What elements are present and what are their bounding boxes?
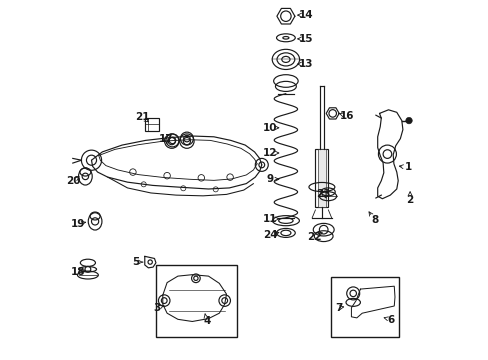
Text: 9: 9 xyxy=(266,174,273,184)
Circle shape xyxy=(405,117,411,124)
Bar xyxy=(317,149,325,207)
Bar xyxy=(156,265,237,337)
Text: 21: 21 xyxy=(134,112,149,122)
Text: 13: 13 xyxy=(299,59,313,69)
Bar xyxy=(315,149,328,207)
Bar xyxy=(144,118,159,131)
Text: 20: 20 xyxy=(66,176,81,186)
Text: 15: 15 xyxy=(299,34,313,44)
Text: 5: 5 xyxy=(132,257,139,267)
Text: 16: 16 xyxy=(339,111,354,121)
Text: 19: 19 xyxy=(71,219,85,229)
Text: 2: 2 xyxy=(406,195,413,205)
Text: 10: 10 xyxy=(263,123,277,133)
Text: 11: 11 xyxy=(263,214,277,224)
Text: 3: 3 xyxy=(153,303,161,313)
Text: 17: 17 xyxy=(159,134,173,144)
Text: 4: 4 xyxy=(203,316,210,326)
Text: 22: 22 xyxy=(307,232,321,242)
Text: 18: 18 xyxy=(71,267,85,277)
Bar xyxy=(330,277,398,337)
Text: 1: 1 xyxy=(404,162,411,172)
Text: 12: 12 xyxy=(263,148,277,158)
Text: 14: 14 xyxy=(299,10,313,20)
Text: 7: 7 xyxy=(334,303,342,313)
Text: 23: 23 xyxy=(316,189,330,199)
Text: 6: 6 xyxy=(387,315,394,325)
Text: 8: 8 xyxy=(370,215,378,225)
Text: 24: 24 xyxy=(263,230,277,240)
